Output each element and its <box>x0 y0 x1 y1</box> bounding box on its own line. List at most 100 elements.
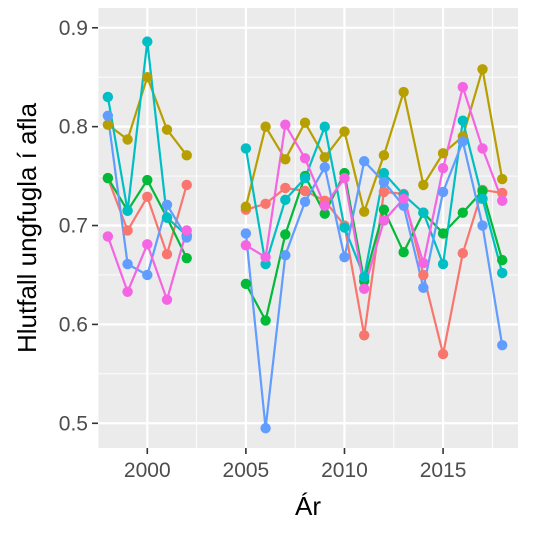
data-point <box>319 200 330 211</box>
data-point <box>122 225 133 236</box>
data-point <box>240 143 252 154</box>
data-point <box>181 150 192 161</box>
data-point <box>122 205 133 216</box>
data-point <box>378 167 390 179</box>
data-point <box>299 172 311 184</box>
data-point <box>161 199 173 210</box>
data-point <box>358 206 370 217</box>
y-tick-label: 0.6 <box>59 313 88 336</box>
x-tick-label: 2010 <box>321 459 368 482</box>
data-point <box>457 81 468 93</box>
x-tick-label: 2015 <box>420 459 467 482</box>
series-line <box>244 140 504 430</box>
data-point <box>260 315 271 326</box>
data-point <box>398 86 409 98</box>
data-point <box>181 225 192 236</box>
data-point <box>240 228 252 239</box>
data-point <box>319 152 330 163</box>
data-point <box>358 330 370 341</box>
series-line <box>245 85 504 290</box>
data-point <box>497 187 508 199</box>
data-point <box>142 174 153 186</box>
data-point <box>161 212 173 223</box>
data-point <box>142 191 153 203</box>
data-point <box>280 249 291 261</box>
data-point <box>497 195 508 207</box>
data-point <box>181 252 192 264</box>
data-point <box>477 220 488 231</box>
data-point <box>378 176 390 188</box>
data-point <box>418 269 429 281</box>
data-point <box>378 215 390 226</box>
y-tick-label: 0.9 <box>59 17 88 40</box>
data-point <box>260 423 271 434</box>
data-point <box>102 119 114 130</box>
data-point <box>122 134 133 145</box>
data-point <box>477 143 488 154</box>
data-point <box>437 162 449 174</box>
data-point <box>497 173 508 185</box>
data-point <box>418 179 429 191</box>
data-point <box>477 193 488 205</box>
data-point <box>497 254 508 266</box>
data-point <box>319 121 330 132</box>
data-point <box>339 126 350 137</box>
data-point <box>358 283 370 295</box>
x-tick-label: 2005 <box>223 459 270 482</box>
data-point <box>299 185 311 197</box>
data-point <box>161 249 173 260</box>
data-point <box>142 72 153 83</box>
data-point <box>437 148 449 159</box>
data-point <box>437 258 449 270</box>
data-point <box>240 278 252 290</box>
data-point <box>280 229 291 240</box>
data-point <box>437 228 449 239</box>
data-point <box>122 258 133 270</box>
data-point <box>457 115 468 126</box>
x-tick-label: 2000 <box>124 459 171 482</box>
series-2-points <box>102 64 508 217</box>
data-point <box>418 257 429 269</box>
data-point <box>299 153 311 164</box>
grid-layer <box>97 8 518 448</box>
data-point <box>102 172 114 184</box>
data-point <box>240 201 252 212</box>
data-point <box>161 124 173 135</box>
data-point <box>319 208 330 219</box>
data-point <box>260 251 271 263</box>
y-axis-title: Hlutfall ungfugla í afla <box>12 102 42 353</box>
data-point <box>418 282 429 294</box>
data-point <box>299 117 311 128</box>
data-point <box>161 294 173 305</box>
data-point <box>142 239 153 250</box>
data-point <box>299 196 311 207</box>
data-point <box>378 186 390 198</box>
data-point <box>102 91 114 103</box>
data-point <box>280 119 291 130</box>
data-point <box>457 248 468 259</box>
data-point <box>280 154 291 165</box>
data-point <box>122 286 133 297</box>
data-point <box>477 64 488 75</box>
data-point <box>437 348 449 360</box>
data-point <box>477 185 488 197</box>
data-point <box>260 121 271 132</box>
x-axis-title: Ár <box>295 491 321 521</box>
data-point <box>319 161 330 173</box>
data-point <box>339 251 350 263</box>
data-point <box>358 271 370 283</box>
series-6-points <box>102 81 508 305</box>
data-point <box>418 207 429 218</box>
series-5-points <box>102 110 508 434</box>
data-point <box>339 172 350 184</box>
series-layer <box>102 36 508 434</box>
y-tick-label: 0.8 <box>59 116 88 139</box>
y-tick-label: 0.7 <box>59 215 88 238</box>
data-point <box>280 194 291 206</box>
data-point <box>339 222 350 233</box>
data-point <box>142 36 153 47</box>
data-point <box>142 269 153 281</box>
data-point <box>102 231 114 242</box>
